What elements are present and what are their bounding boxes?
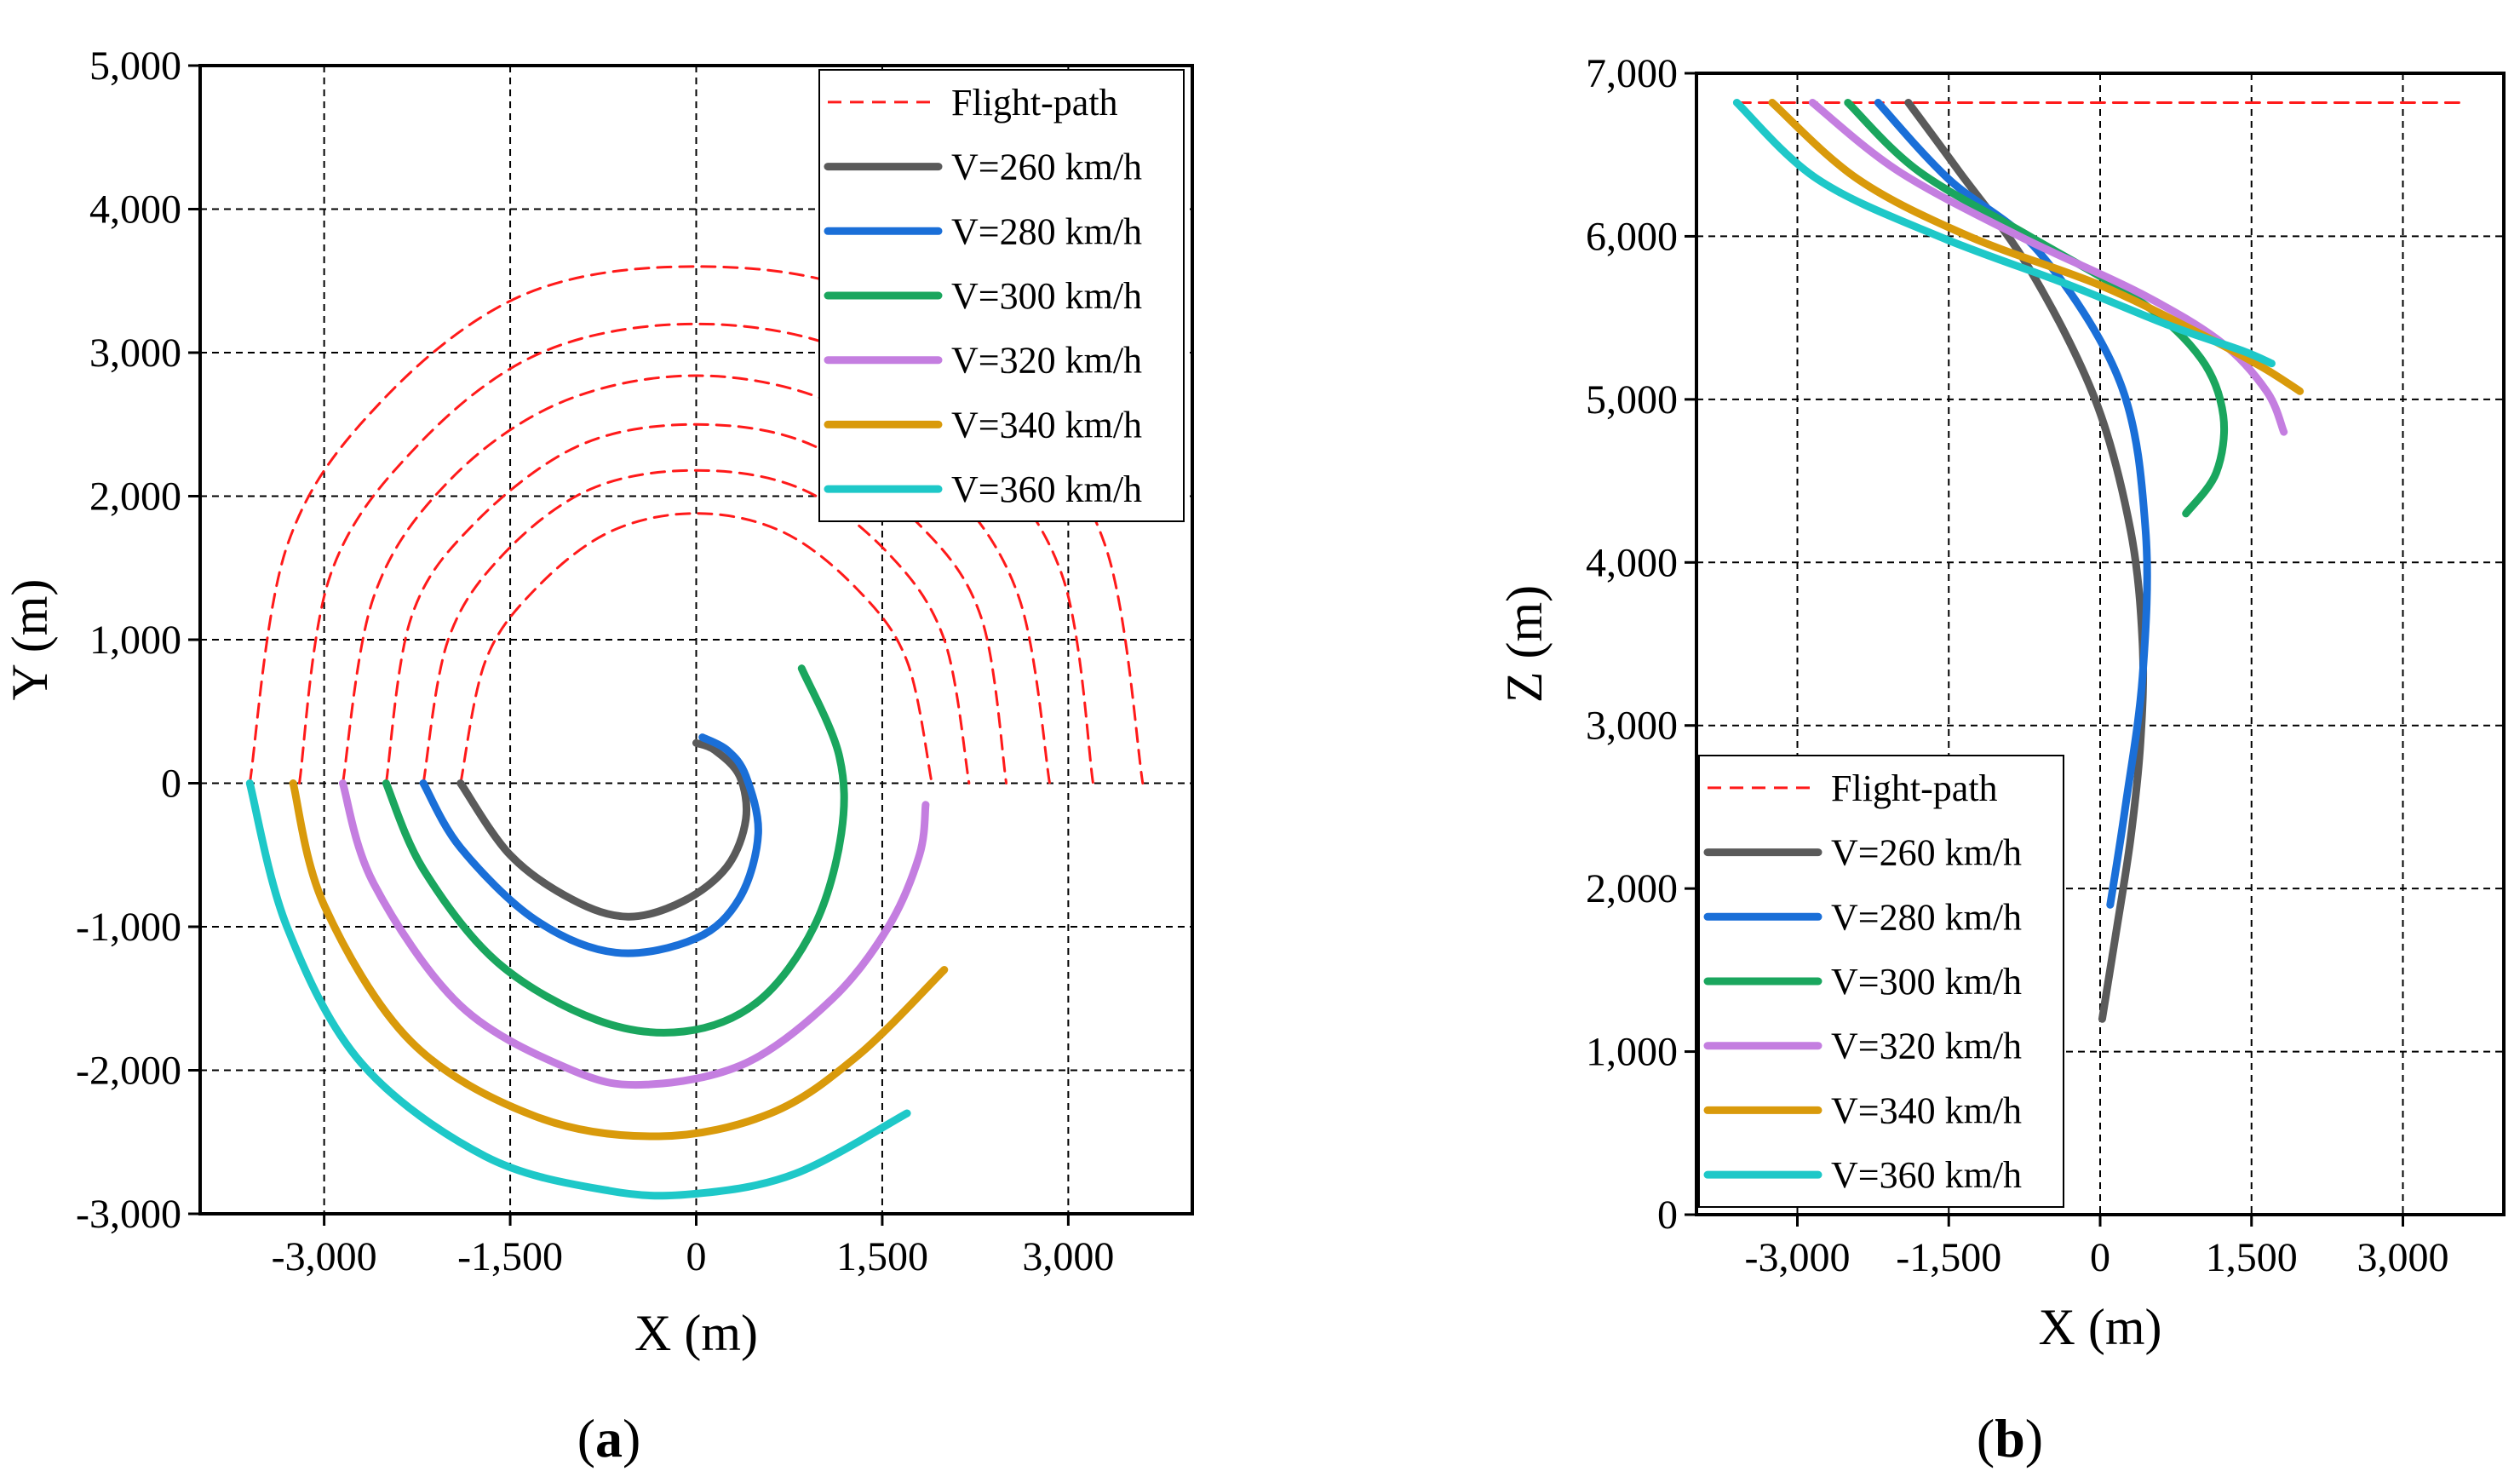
ytick-label-b-6: 6,000: [1586, 214, 1678, 259]
ytick-label-a-6: 3,000: [89, 330, 181, 376]
legend-label-a-6: V=360 km/h: [951, 468, 1142, 510]
legend-label-a-0: Flight-path: [951, 82, 1118, 124]
ytick-label-b-4: 4,000: [1586, 540, 1678, 585]
xtick-label-b-4: 3,000: [2357, 1235, 2449, 1280]
x-axis-label-a: X (m): [634, 1305, 758, 1361]
xtick-label-a-2: 0: [686, 1234, 707, 1279]
ytick-label-a-1: -2,000: [76, 1049, 181, 1094]
ytick-label-a-0: -3,000: [76, 1192, 181, 1237]
xtick-label-b-0: -3,000: [1745, 1235, 1851, 1280]
panel-b-chart: -3,000 -1,500 0 1,500 3,000 0 1,000 2,000 3,000 4…: [1496, 51, 2506, 1468]
y-axis-label-b: Z (m): [1496, 585, 1553, 703]
legend-label-b-3: V=300 km/h: [1831, 961, 2022, 1003]
legend-label-a-2: V=280 km/h: [951, 210, 1142, 252]
legend-label-a-3: V=300 km/h: [951, 275, 1142, 317]
series-line-a-1: [456, 738, 751, 921]
panel-a-chart: -3,000 -1,500 0 1,500 3,000 -3,000 -2,000 -1,00…: [2, 43, 1194, 1468]
series-line-a-4: [339, 779, 930, 1089]
ytick-label-a-4: 1,000: [89, 618, 181, 663]
ytick-label-b-3: 3,000: [1586, 704, 1678, 749]
series-line-a-6: [245, 779, 911, 1200]
legend-label-b-5: V=340 km/h: [1831, 1089, 2022, 1131]
ytick-label-b-5: 5,000: [1586, 377, 1678, 422]
series-line-a-5: [289, 779, 949, 1141]
series-line-b-6: [1732, 99, 2276, 368]
series-line-a-2: [419, 733, 762, 957]
xtick-label-b-2: 0: [2090, 1235, 2110, 1280]
ytick-label-b-2: 2,000: [1586, 866, 1678, 911]
ytick-label-a-7: 4,000: [89, 187, 181, 233]
xtick-label-b-3: 1,500: [2206, 1235, 2298, 1280]
legend-b: Flight-path V=260 km/h V=280 km/h V=300 km/…: [1698, 755, 2064, 1208]
xtick-label-a-0: -3,000: [272, 1234, 377, 1279]
ytick-label-a-3: 0: [161, 761, 181, 807]
x-axis-label-b: X (m): [2039, 1299, 2162, 1355]
legend-label-b-2: V=280 km/h: [1831, 896, 2022, 938]
legend-label-b-0: Flight-path: [1831, 767, 1998, 809]
series-flight-path-arc-a-1: [422, 468, 971, 784]
legend-label-b-1: V=260 km/h: [1831, 832, 2022, 874]
ytick-label-a-8: 5,000: [89, 43, 181, 89]
legend-label-a-1: V=260 km/h: [951, 147, 1142, 188]
xtick-label-a-3: 1,500: [836, 1234, 928, 1279]
series-flight-path-arc-a-2: [384, 422, 1008, 784]
series-flight-path-arc-a-3: [342, 374, 1051, 784]
y-axis-label-a: Y (m): [2, 579, 58, 701]
panel-label-a: (a): [577, 1408, 641, 1468]
series-line-a-3: [382, 664, 848, 1037]
legend-label-b-4: V=320 km/h: [1831, 1026, 2022, 1067]
series-line-b-5: [1768, 99, 2305, 395]
series-flight-path-arc-a-0: [459, 512, 933, 784]
legend-label-b-6: V=360 km/h: [1831, 1154, 2022, 1196]
legend-a: Flight-path V=260 km/h V=280 km/h V=300 km/…: [818, 69, 1185, 522]
ytick-label-b-0: 0: [1657, 1193, 1678, 1238]
legend-label-a-4: V=320 km/h: [951, 340, 1142, 382]
xtick-label-a-4: 3,000: [1022, 1234, 1114, 1279]
ytick-label-a-2: -1,000: [76, 905, 181, 950]
legend-label-a-5: V=340 km/h: [951, 404, 1142, 445]
panel-label-b: (b): [1977, 1408, 2043, 1468]
series-flight-path-arc-a-4: [298, 322, 1094, 784]
series-line-b-2: [1874, 99, 2151, 909]
series-line-b-4: [1808, 99, 2288, 436]
ytick-label-a-5: 2,000: [89, 474, 181, 520]
xtick-label-b-1: -1,500: [1896, 1235, 2001, 1280]
xtick-label-a-1: -1,500: [457, 1234, 563, 1279]
ytick-label-b-1: 1,000: [1586, 1030, 1678, 1075]
ytick-label-b-7: 7,000: [1586, 51, 1678, 96]
